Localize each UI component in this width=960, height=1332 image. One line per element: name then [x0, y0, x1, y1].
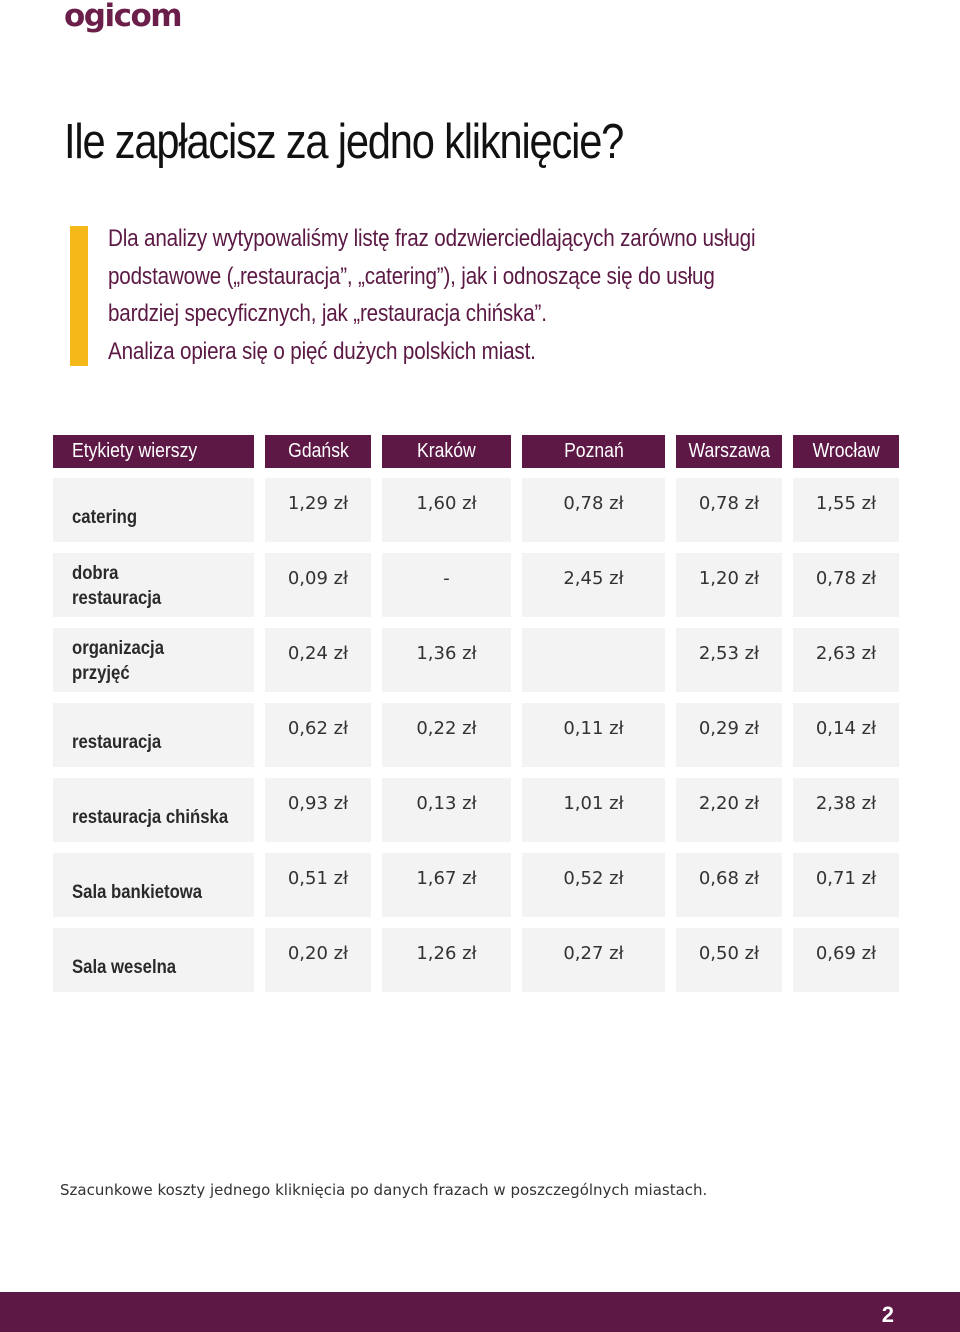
table-cell-poznan — [522, 628, 665, 692]
row-label-line: restauracja — [72, 588, 162, 609]
table-cell-wroclaw: 2,38 zł — [793, 778, 899, 842]
intro-line: Dla analizy wytypowaliśmy listę fraz odz… — [108, 225, 756, 252]
row-label: restauracja — [53, 703, 254, 767]
row-label: Sala bankietowa — [53, 853, 254, 917]
row-label-text: restauracja — [72, 730, 173, 755]
row-label-text: catering — [72, 505, 146, 530]
row-label-text: Sala bankietowa — [72, 880, 220, 905]
table-cell-warszawa: 2,53 zł — [676, 628, 782, 692]
column-header-wroclaw: Wrocław — [793, 435, 899, 468]
table-cell-poznan: 0,27 zł — [522, 928, 665, 992]
page-number: 2 — [881, 1302, 894, 1327]
table-cell-krakow: 0,22 zł — [382, 703, 511, 767]
row-label-line: Sala bankietowa — [72, 881, 203, 903]
table-cell-gdansk: 0,93 zł — [265, 778, 371, 842]
table-cell-warszawa: 2,20 zł — [676, 778, 782, 842]
row-label-line: dobra — [72, 563, 119, 584]
column-header-label: Poznań — [563, 440, 624, 462]
table-cell-poznan: 1,01 zł — [522, 778, 665, 842]
table-cell-gdansk: 0,24 zł — [265, 628, 371, 692]
table-cell-wroclaw: 0,78 zł — [793, 553, 899, 617]
table-cell-krakow: 1,67 zł — [382, 853, 511, 917]
table-cell-krakow: 1,26 zł — [382, 928, 511, 992]
table-cell-warszawa: 0,29 zł — [676, 703, 782, 767]
page-title: Ile zapłacisz za jedno kliknięcie? — [64, 115, 624, 169]
table-cell-wroclaw: 0,71 zł — [793, 853, 899, 917]
row-label-text: restauracja chińska — [72, 805, 249, 830]
footer-bar: 2 — [0, 1292, 960, 1332]
table-cell-wroclaw: 1,55 zł — [793, 478, 899, 542]
row-label: dobra restauracja — [53, 553, 254, 617]
row-label-line: organizacja — [72, 638, 165, 659]
table-cell-krakow: 1,60 zł — [382, 478, 511, 542]
table-cell-krakow: 1,36 zł — [382, 628, 511, 692]
table-cell-gdansk: 1,29 zł — [265, 478, 371, 542]
column-header-poznan: Poznań — [522, 435, 665, 468]
table-cell-krakow: - — [382, 553, 511, 617]
row-label: restauracja chińska — [53, 778, 254, 842]
table-cell-gdansk: 0,62 zł — [265, 703, 371, 767]
column-header-gdansk: Gdańsk — [265, 435, 371, 468]
table-cell-gdansk: 0,51 zł — [265, 853, 371, 917]
column-header-warszawa: Warszawa — [676, 435, 782, 468]
table-cell-gdansk: 0,09 zł — [265, 553, 371, 617]
row-label: Sala weselna — [53, 928, 254, 992]
row-label-line: restauracja chińska — [72, 806, 229, 828]
ogicom-logo: ogicom — [64, 0, 183, 34]
row-label-line: przyjęć — [72, 663, 130, 684]
table-cell-warszawa: 0,78 zł — [676, 478, 782, 542]
column-header-krakow: Kraków — [382, 435, 511, 468]
row-label-text: organizacja przyjęć — [72, 636, 177, 686]
row-label-line: catering — [72, 506, 138, 528]
row-label: organizacja przyjęć — [53, 628, 254, 692]
row-label-line: restauracja — [72, 731, 162, 753]
intro-line: Analiza opiera się o pięć dużych polskic… — [108, 337, 536, 365]
row-label-line: Sala weselna — [72, 956, 177, 978]
table-cell-wroclaw: 2,63 zł — [793, 628, 899, 692]
row-label-text: Sala weselna — [72, 955, 190, 980]
column-header-row-labels: Etykiety wierszy — [53, 435, 254, 468]
table-cell-krakow: 0,13 zł — [382, 778, 511, 842]
table-cell-poznan: 0,11 zł — [522, 703, 665, 767]
row-label: catering — [53, 478, 254, 542]
table-cell-poznan: 2,45 zł — [522, 553, 665, 617]
column-header-label: Etykiety wierszy — [72, 440, 198, 462]
intro-line: podstawowe („restauracja”, „catering”), … — [108, 262, 715, 290]
column-header-label: Warszawa — [688, 440, 770, 462]
table-cell-warszawa: 0,68 zł — [676, 853, 782, 917]
table-cell-wroclaw: 0,69 zł — [793, 928, 899, 992]
table-caption: Szacunkowe koszty jednego kliknięcia po … — [60, 1181, 708, 1199]
table-cell-poznan: 0,52 zł — [522, 853, 665, 917]
intro-line: bardziej specyficznych, jak „restauracja… — [108, 300, 547, 327]
row-label-text: dobra restauracja — [72, 561, 173, 611]
intro-paragraph: Dla analizy wytypowaliśmy listę fraz odz… — [108, 220, 868, 370]
column-header-label: Gdańsk — [287, 440, 349, 462]
column-header-label: Wrocław — [812, 440, 880, 462]
table-cell-wroclaw: 0,14 zł — [793, 703, 899, 767]
table-cell-gdansk: 0,20 zł — [265, 928, 371, 992]
table-cell-warszawa: 0,50 zł — [676, 928, 782, 992]
accent-bar — [70, 226, 88, 366]
table-cell-warszawa: 1,20 zł — [676, 553, 782, 617]
table-cell-poznan: 0,78 zł — [522, 478, 665, 542]
column-header-label: Kraków — [417, 440, 476, 462]
